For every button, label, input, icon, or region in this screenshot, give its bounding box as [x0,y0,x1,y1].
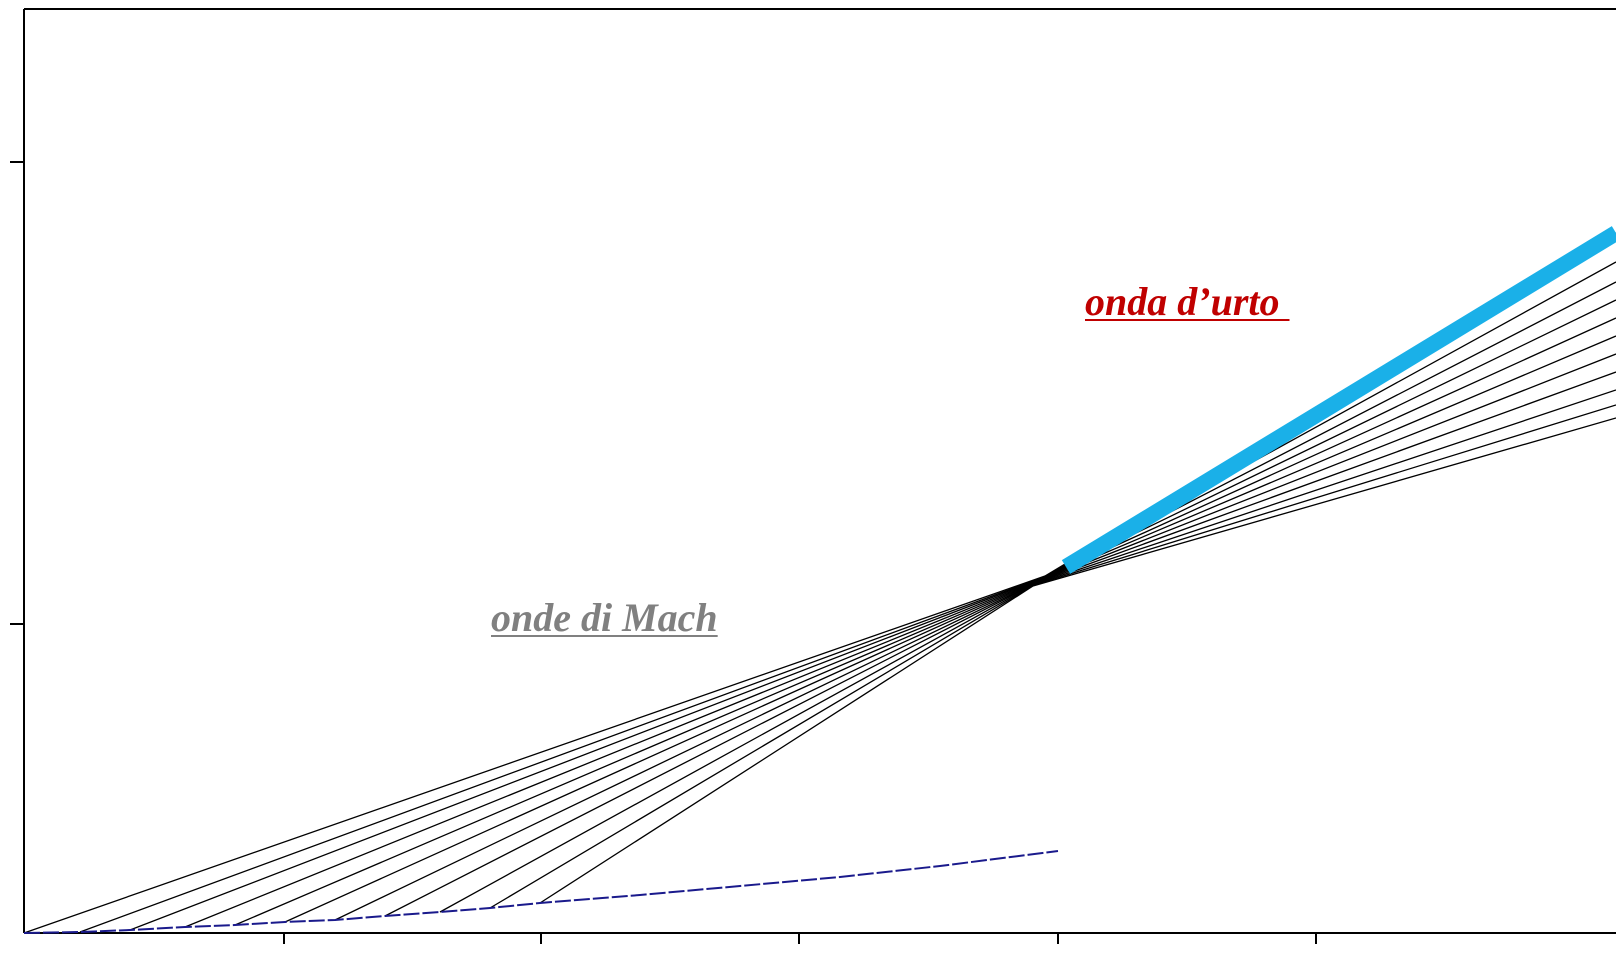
mach-wave-lines [23,232,1616,934]
mach-wave-line [284,335,1616,923]
mach-wave-line [539,417,1616,904]
piston-path [23,850,1059,934]
shock-wave-label: onda d’urto [1085,279,1290,324]
mach-wave-line [184,299,1616,928]
axis-ticks [10,161,1317,944]
mach-wave-line [489,404,1616,909]
mach-wave-line [79,261,1616,933]
plot-frame [23,8,1616,934]
mach-wave-line [23,232,1616,934]
mach-wave-line [129,281,1616,931]
mach-wave-line [234,317,1616,926]
mach-waves-label: onde di Mach [491,595,718,640]
shock-wave-line [1061,226,1616,574]
mach-wave-line [384,371,1616,917]
